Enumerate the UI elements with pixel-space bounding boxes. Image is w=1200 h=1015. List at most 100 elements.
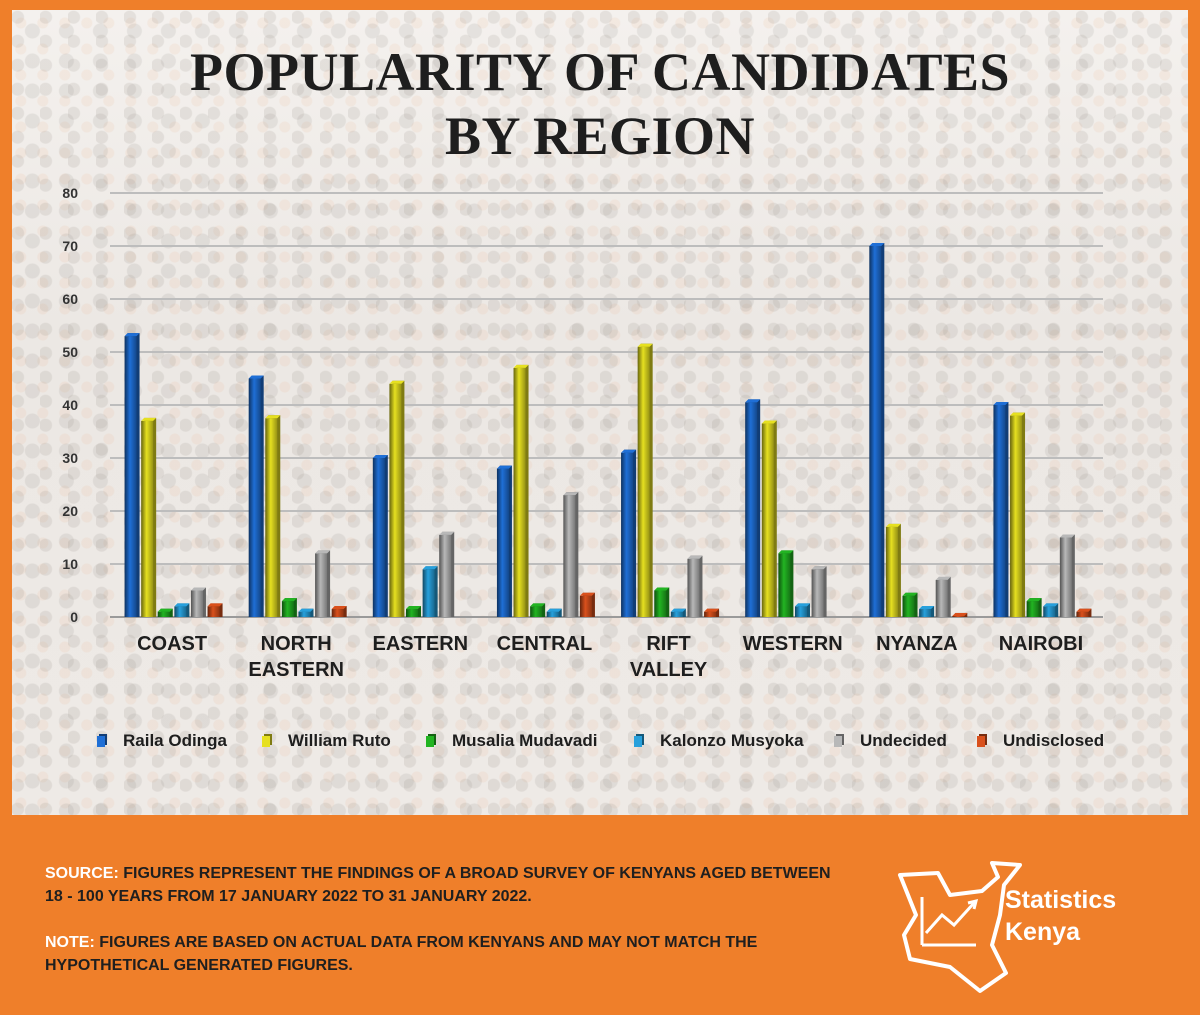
bar-top (157, 608, 173, 612)
bar-top (761, 420, 777, 424)
bar (174, 606, 187, 617)
bar (141, 420, 154, 617)
bar-top (1026, 598, 1042, 602)
legend-label: Undisclosed (1003, 731, 1104, 750)
bar-top (439, 531, 455, 535)
bar (315, 553, 328, 617)
bar-top (579, 592, 595, 596)
y-tick-label: 30 (62, 450, 78, 466)
bar-top (406, 606, 422, 610)
bar-top (935, 576, 951, 580)
x-tick-label: RIFT (646, 633, 690, 655)
chart-panel (12, 10, 1188, 815)
bar (190, 590, 203, 617)
bar (794, 606, 807, 617)
logo-wordmark: Statistics Kenya (1005, 884, 1116, 948)
legend-label: William Ruto (288, 731, 391, 750)
bar (389, 383, 402, 617)
bar-top (1059, 534, 1075, 538)
bar (993, 405, 1006, 617)
bar (513, 367, 526, 617)
crowd-background (12, 10, 1188, 815)
bar-top (621, 449, 637, 453)
source-label: SOURCE: (45, 865, 119, 882)
bar (902, 595, 915, 617)
logo-line-2: Kenya (1005, 918, 1081, 946)
bar (298, 611, 311, 617)
bar-top (902, 592, 918, 596)
bar (778, 553, 791, 617)
note-text: FIGURES ARE BASED ON ACTUAL DATA FROM KE… (45, 934, 758, 974)
bar-top (704, 608, 720, 612)
note-label: NOTE: (45, 934, 95, 951)
x-tick-label: WESTERN (743, 633, 843, 655)
bar (331, 609, 344, 617)
x-tick-label: NYANZA (876, 633, 958, 655)
bar-top (530, 603, 546, 607)
kenya-map-trend-icon (898, 861, 1022, 993)
bar-top (778, 550, 794, 554)
x-tick-label: VALLEY (630, 659, 708, 681)
y-tick-label: 40 (62, 397, 78, 413)
x-tick-label: NAIROBI (999, 633, 1083, 655)
bar-top (654, 587, 670, 591)
bar (637, 346, 650, 617)
bar (207, 606, 220, 617)
x-tick-label: NORTH (261, 633, 332, 655)
bar-top (281, 598, 297, 602)
bar-top (331, 606, 347, 610)
bar-top (563, 492, 579, 496)
bar (869, 246, 882, 617)
bar (621, 452, 634, 617)
bar (670, 611, 683, 617)
bar (563, 495, 576, 617)
bar-top (745, 399, 761, 403)
bar (919, 609, 932, 617)
legend-swatch (426, 736, 434, 747)
bar (124, 336, 137, 617)
bar (811, 569, 824, 617)
legend-swatch (262, 736, 270, 747)
bar-top (546, 608, 562, 612)
bar (546, 611, 559, 617)
bar (935, 579, 948, 617)
bar-top (298, 608, 314, 612)
y-tick-label: 20 (62, 503, 78, 519)
bar-top (1010, 412, 1026, 416)
legend-label: Raila Odinga (123, 731, 227, 750)
bar-top (174, 603, 190, 607)
legend-label: Undecided (860, 731, 947, 750)
legend-label: Kalonzo Musyoka (660, 731, 804, 750)
bar-top (190, 587, 206, 591)
bar (1059, 537, 1072, 617)
bar-top (496, 465, 512, 469)
legend-swatch (977, 736, 985, 747)
bar-top (124, 333, 140, 337)
bar (157, 611, 170, 617)
bar-top (248, 375, 264, 379)
bar-top (513, 364, 529, 368)
bar-top (811, 566, 827, 570)
x-tick-label: EASTERN (248, 659, 344, 681)
source-text: FIGURES REPRESENT THE FINDINGS OF A BROA… (45, 865, 831, 905)
bar (406, 609, 419, 617)
bar-top (919, 606, 935, 610)
legend-swatch (834, 736, 842, 747)
bar (422, 569, 435, 617)
x-tick-label: COAST (137, 633, 207, 655)
bar-top (993, 402, 1009, 405)
bar (1010, 415, 1023, 617)
bar (496, 468, 509, 617)
y-tick-label: 50 (62, 344, 78, 360)
x-tick-label: CENTRAL (497, 633, 593, 655)
bar (745, 402, 758, 617)
bar (687, 558, 700, 617)
bar (761, 423, 774, 617)
bar (265, 418, 278, 617)
bar-chart: 0 10 20 30 40 50 60 70 80 COAST NORTH EASTERN EASTER… (62, 185, 1104, 750)
bar-top (389, 380, 405, 384)
bar-top (207, 603, 223, 607)
bar-top (952, 612, 968, 616)
bar (952, 615, 965, 617)
bar (248, 378, 261, 617)
